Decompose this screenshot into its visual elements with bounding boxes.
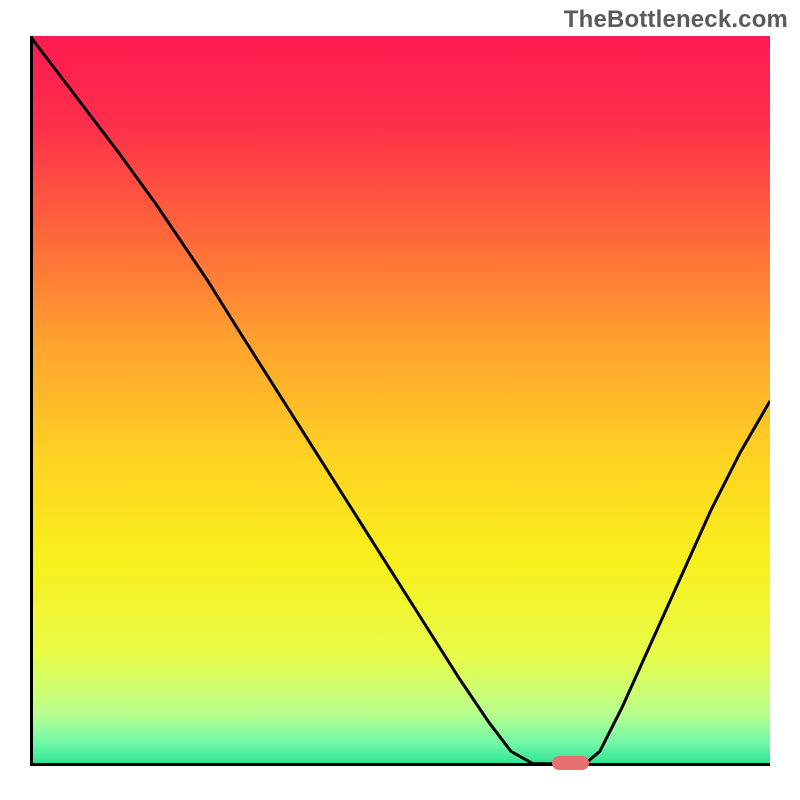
- y-axis: [30, 36, 33, 766]
- watermark-text: TheBottleneck.com: [564, 6, 788, 34]
- plot-area: [30, 36, 770, 766]
- chart-container: TheBottleneck.com: [0, 0, 800, 800]
- optimal-marker: [552, 756, 589, 771]
- curve-layer: [30, 36, 770, 766]
- x-axis: [30, 763, 770, 766]
- bottleneck-curve: [30, 36, 770, 764]
